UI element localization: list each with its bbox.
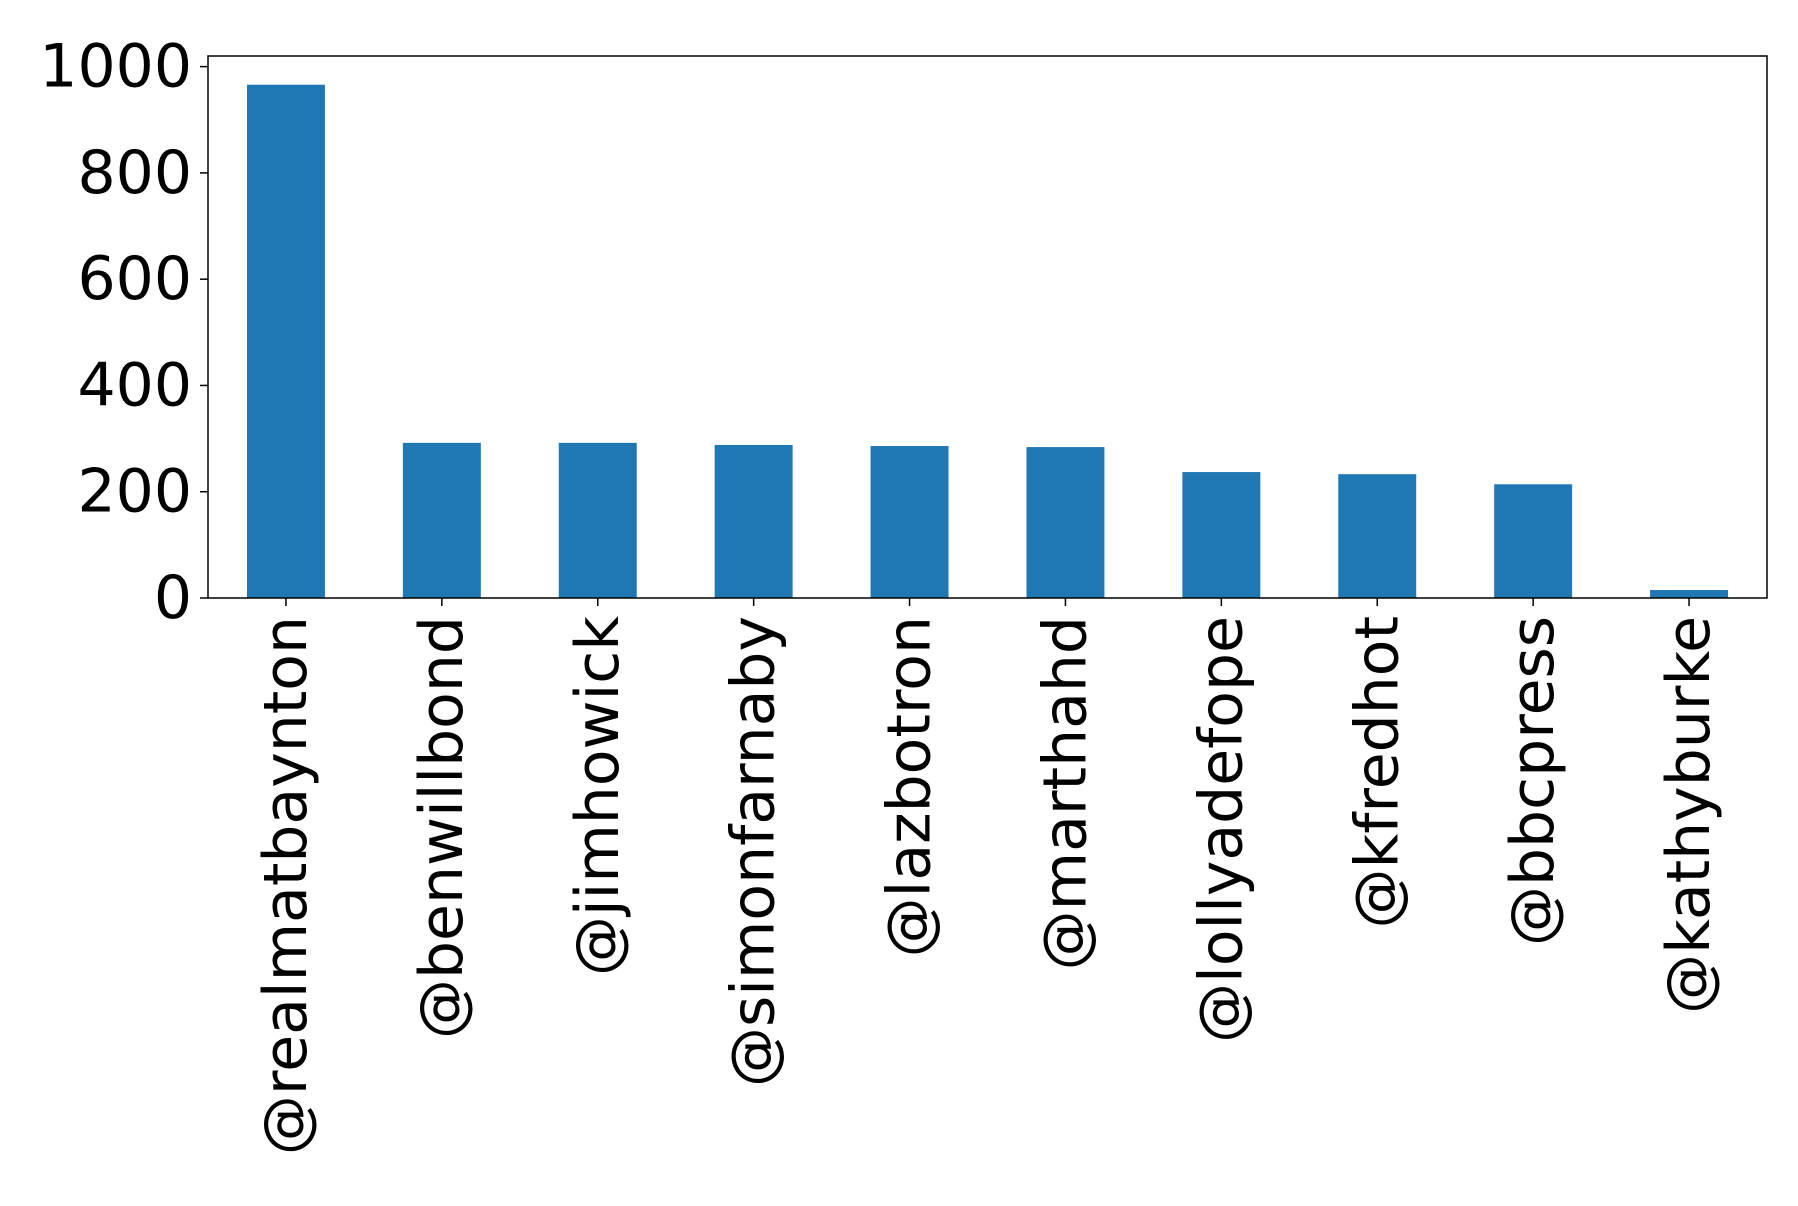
y-tick-label: 400	[77, 350, 192, 420]
x-tick-label: @lollyadefope	[1186, 616, 1256, 1043]
x-tick-label: @benwillbond	[407, 616, 477, 1039]
bar-kfredhot	[1338, 474, 1417, 598]
bar-kathyburke	[1650, 590, 1729, 598]
bar-marthahd	[1026, 447, 1105, 598]
bar-jimhowick	[558, 442, 637, 598]
y-tick-label: 1000	[39, 32, 192, 102]
y-tick-label: 200	[77, 457, 192, 527]
x-tick-label: @realmatbaynton	[251, 616, 321, 1155]
x-tick-label: @simonfarnaby	[719, 616, 789, 1087]
bar-realmatbaynton	[246, 84, 325, 599]
y-tick-label: 600	[77, 244, 192, 314]
y-tick-label: 0	[154, 563, 192, 633]
x-tick-label: @kathyburke	[1654, 616, 1724, 1014]
x-tick-label: @jimhowick	[563, 616, 633, 976]
plot-frame	[207, 55, 1768, 599]
bars-group	[246, 84, 1729, 599]
bar-simonfarnaby	[714, 444, 793, 598]
x-axis: @realmatbaynton @benwillbond @jimhowick @si…	[251, 598, 1724, 1155]
bar-bbcpress	[1494, 484, 1573, 598]
bar-lazbotron	[870, 446, 949, 598]
x-tick-label: @kfredhot	[1342, 616, 1412, 928]
bar-lollyadefope	[1182, 472, 1261, 598]
y-tick-label: 800	[77, 138, 192, 208]
x-tick-label: @bbcpress	[1498, 616, 1568, 946]
x-tick-label: @lazbotron	[875, 616, 945, 957]
x-tick-label: @marthahd	[1030, 616, 1100, 970]
y-axis: 0 200 400 600 800 1000	[39, 32, 208, 633]
bar-benwillbond	[402, 442, 481, 598]
